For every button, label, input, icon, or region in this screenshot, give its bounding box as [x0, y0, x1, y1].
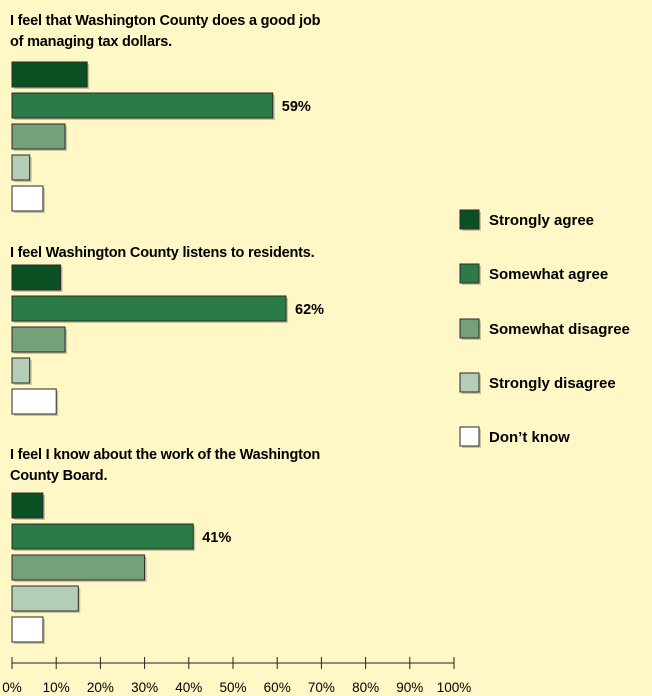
x-tick-label: 40%: [175, 680, 202, 695]
bar-dont-know: [11, 388, 57, 415]
legend-swatch: [459, 426, 480, 447]
legend-item-strongly-agree: Strongly agree: [459, 209, 594, 231]
bar-somewhat-agree: [11, 295, 287, 322]
legend-swatch: [459, 263, 480, 284]
bar-strongly-disagree: [11, 585, 79, 612]
x-tick-label: 70%: [308, 680, 335, 695]
bar-strongly-agree: [11, 492, 44, 519]
x-tick-label: 10%: [43, 680, 70, 695]
legend-label: Strongly agree: [489, 212, 594, 229]
legend-item-strongly-disagree: Strongly disagree: [459, 372, 616, 394]
bar-somewhat-agree: [11, 523, 194, 550]
bar-somewhat-agree: [11, 92, 274, 119]
question-title-line: I feel Washington County listens to resi…: [10, 245, 315, 261]
x-tick-label: 90%: [396, 680, 423, 695]
bar-strongly-disagree: [11, 154, 31, 181]
data-label: 62%: [295, 302, 324, 318]
legend-swatch: [459, 318, 480, 339]
data-label: 59%: [282, 99, 311, 115]
bar-somewhat-disagree: [11, 123, 66, 150]
x-tick-label: 100%: [437, 680, 472, 695]
legend-swatch: [459, 209, 480, 230]
question-title-line: I feel I know about the work of the Wash…: [10, 447, 320, 463]
legend-swatch: [459, 372, 480, 393]
legend-label: Somewhat agree: [489, 266, 608, 283]
bar-dont-know: [11, 185, 44, 212]
bar-strongly-disagree: [11, 357, 31, 384]
bar-dont-know: [11, 616, 44, 643]
x-tick-label: 0%: [2, 680, 22, 695]
question-title-line: County Board.: [10, 468, 107, 484]
bar-somewhat-disagree: [11, 326, 66, 353]
x-tick-label: 60%: [264, 680, 291, 695]
legend-label: Somewhat disagree: [489, 321, 630, 338]
legend-item-somewhat-disagree: Somewhat disagree: [459, 318, 630, 340]
x-axis: 0% 10% 20% 30% 40% 50% 60% 70% 80% 90% 100%: [2, 657, 471, 695]
x-tick-label: 50%: [219, 680, 246, 695]
question-title-line: I feel that Washington County does a goo…: [10, 13, 321, 29]
question-title-line: of managing tax dollars.: [10, 34, 172, 50]
bar-somewhat-disagree: [11, 554, 146, 581]
x-tick-label: 80%: [352, 680, 379, 695]
question-group-3: I feel I know about the work of the Wash…: [10, 447, 320, 644]
x-tick-label: 20%: [87, 680, 114, 695]
x-tick-label: 30%: [131, 680, 158, 695]
legend-label: Strongly disagree: [489, 375, 616, 392]
bar-strongly-agree: [11, 61, 88, 88]
question-group-2: I feel Washington County listens to resi…: [10, 245, 324, 416]
question-group-1: I feel that Washington County does a goo…: [10, 13, 321, 213]
question-groups: I feel that Washington County does a goo…: [10, 13, 324, 644]
data-label: 41%: [202, 530, 231, 546]
legend-label: Don’t know: [489, 429, 570, 446]
legend: Strongly agree Somewhat agree Somewhat dis…: [459, 209, 630, 448]
bar-strongly-agree: [11, 264, 62, 291]
legend-item-dont-know: Don’t know: [459, 426, 570, 448]
legend-item-somewhat-agree: Somewhat agree: [459, 263, 608, 285]
